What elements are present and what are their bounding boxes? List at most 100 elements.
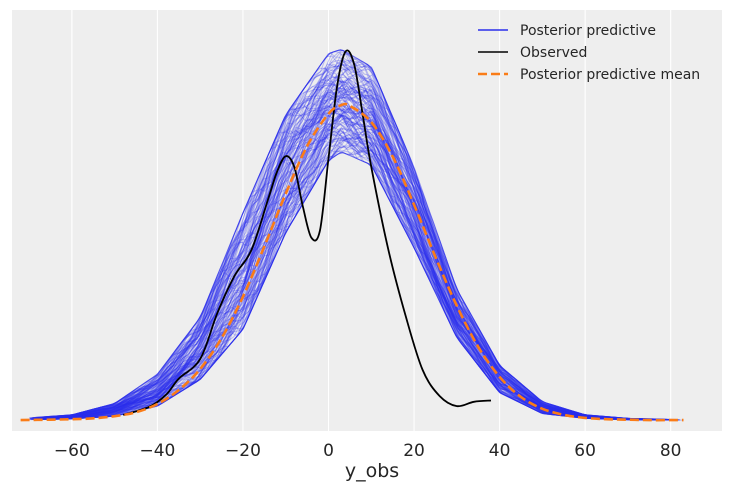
posterior-predictive-line [35, 94, 672, 421]
posterior-predictive-line [32, 127, 634, 420]
posterior-predictive-line [44, 122, 666, 421]
posterior-predictive-line [43, 118, 629, 420]
posterior-predictive-line [34, 78, 630, 420]
posterior-predictive-line [35, 64, 636, 420]
x-tick-label: −20 [225, 441, 261, 461]
posterior-predictive-line [50, 105, 626, 420]
posterior-predictive-line [42, 141, 669, 421]
posterior-predictive-line [52, 110, 653, 421]
posterior-predictive-line [52, 49, 654, 420]
posterior-predictive-line [34, 86, 671, 421]
posterior-predictive-line [33, 89, 630, 420]
posterior-predictive-line [45, 79, 631, 420]
posterior-predictive-line [35, 77, 647, 420]
posterior-predictive-line [41, 101, 678, 421]
series-lines [20, 49, 684, 422]
posterior-predictive-line [45, 49, 673, 421]
posterior-predictive-line [42, 144, 659, 421]
posterior-predictive-line [44, 108, 661, 421]
posterior-predictive-line [33, 91, 635, 420]
posterior-predictive-line [52, 123, 628, 420]
posterior-predictive-line [44, 65, 645, 420]
posterior-predictive-line [30, 86, 631, 420]
plot-area [12, 10, 722, 431]
posterior-predictive-line [50, 117, 636, 420]
posterior-predictive-line [33, 107, 655, 421]
posterior-predictive-line [39, 61, 630, 419]
posterior-predictive-line [33, 113, 670, 421]
posterior-predictive-line [35, 89, 652, 420]
posterior-predictive-line [42, 76, 648, 420]
x-tick-label: −60 [54, 441, 90, 461]
posterior-predictive-line [32, 48, 649, 420]
posterior-predictive-line [44, 60, 630, 420]
x-axis-label: y_obs [345, 460, 399, 482]
posterior-predictive-line [50, 141, 632, 420]
posterior-predictive-line [37, 79, 665, 420]
posterior-predictive-line [40, 104, 682, 421]
posterior-predictive-line [41, 115, 653, 421]
posterior-predictive-line [39, 56, 667, 420]
posterior-predictive-line [39, 61, 677, 420]
posterior-predictive-line [32, 63, 665, 420]
posterior-predictive-line [32, 63, 654, 420]
posterior-predictive-line [49, 104, 625, 420]
x-tick-label: 40 [489, 441, 511, 461]
posterior-predictive-line [31, 133, 642, 421]
posterior-predictive-line [29, 107, 657, 421]
x-tick-label: 60 [574, 441, 596, 461]
posterior-predictive-line [43, 130, 681, 421]
posterior-predictive-line [32, 48, 629, 419]
posterior-predictive-line [42, 116, 623, 420]
legend-entry: Posterior predictive mean [520, 67, 700, 83]
posterior-predictive-line [42, 67, 628, 420]
posterior-predictive-line [53, 104, 629, 420]
posterior-predictive-line [43, 67, 640, 420]
posterior-predictive-line [45, 84, 677, 421]
posterior-predictive-line [36, 89, 663, 420]
posterior-predictive-line [42, 82, 679, 421]
x-tick-labels: −60 −40 −20 0 20 40 60 80 [54, 441, 682, 461]
posterior-predictive-line [43, 105, 640, 420]
legend-entry: Observed [520, 45, 587, 61]
posterior-predictive-line [34, 75, 625, 419]
posterior-predictive-line [37, 107, 674, 421]
posterior-predictive-line [46, 77, 663, 420]
posterior-predictive-mean-line [20, 102, 684, 422]
posterior-predictive-line [29, 96, 636, 420]
posterior-predictive-line [48, 53, 660, 420]
posterior-predictive-line [51, 145, 653, 421]
posterior-predictive-line [49, 94, 620, 419]
posterior-predictive-line [51, 108, 673, 421]
grid-lines [71, 10, 672, 431]
posterior-predictive-line [37, 66, 644, 420]
posterior-predictive-line [50, 114, 657, 421]
posterior-predictive-line [41, 113, 663, 421]
x-tick-label: 0 [323, 441, 334, 461]
posterior-predictive-line [49, 104, 655, 421]
posterior-predictive-line [35, 81, 668, 420]
posterior-predictive-line [42, 93, 675, 421]
posterior-predictive-line [31, 59, 668, 420]
posterior-predictive-line [50, 63, 626, 420]
posterior-predictive-line [47, 129, 638, 420]
posterior-predictive-line [39, 140, 631, 420]
posterior-predictive-line [53, 51, 680, 421]
posterior-predictive-line [29, 63, 657, 420]
x-tick-label: 80 [660, 441, 682, 461]
posterior-predictive-line [31, 80, 623, 419]
posterior-predictive-line [33, 96, 676, 421]
posterior-predictive-line [36, 89, 663, 420]
legend: Posterior predictive Observed Posterior pr… [478, 23, 700, 83]
posterior-predictive-line [52, 122, 664, 421]
posterior-predictive-line [37, 84, 633, 420]
observed-line [122, 49, 492, 416]
posterior-predictive-line [31, 106, 668, 421]
posterior-predictive-line [43, 89, 675, 421]
posterior-predictive-line [29, 76, 671, 421]
posterior-predictive-line [51, 87, 627, 420]
posterior-predictive-line [33, 76, 624, 420]
posterior-predictive-line [33, 61, 660, 420]
posterior-predictive-line [49, 115, 651, 421]
